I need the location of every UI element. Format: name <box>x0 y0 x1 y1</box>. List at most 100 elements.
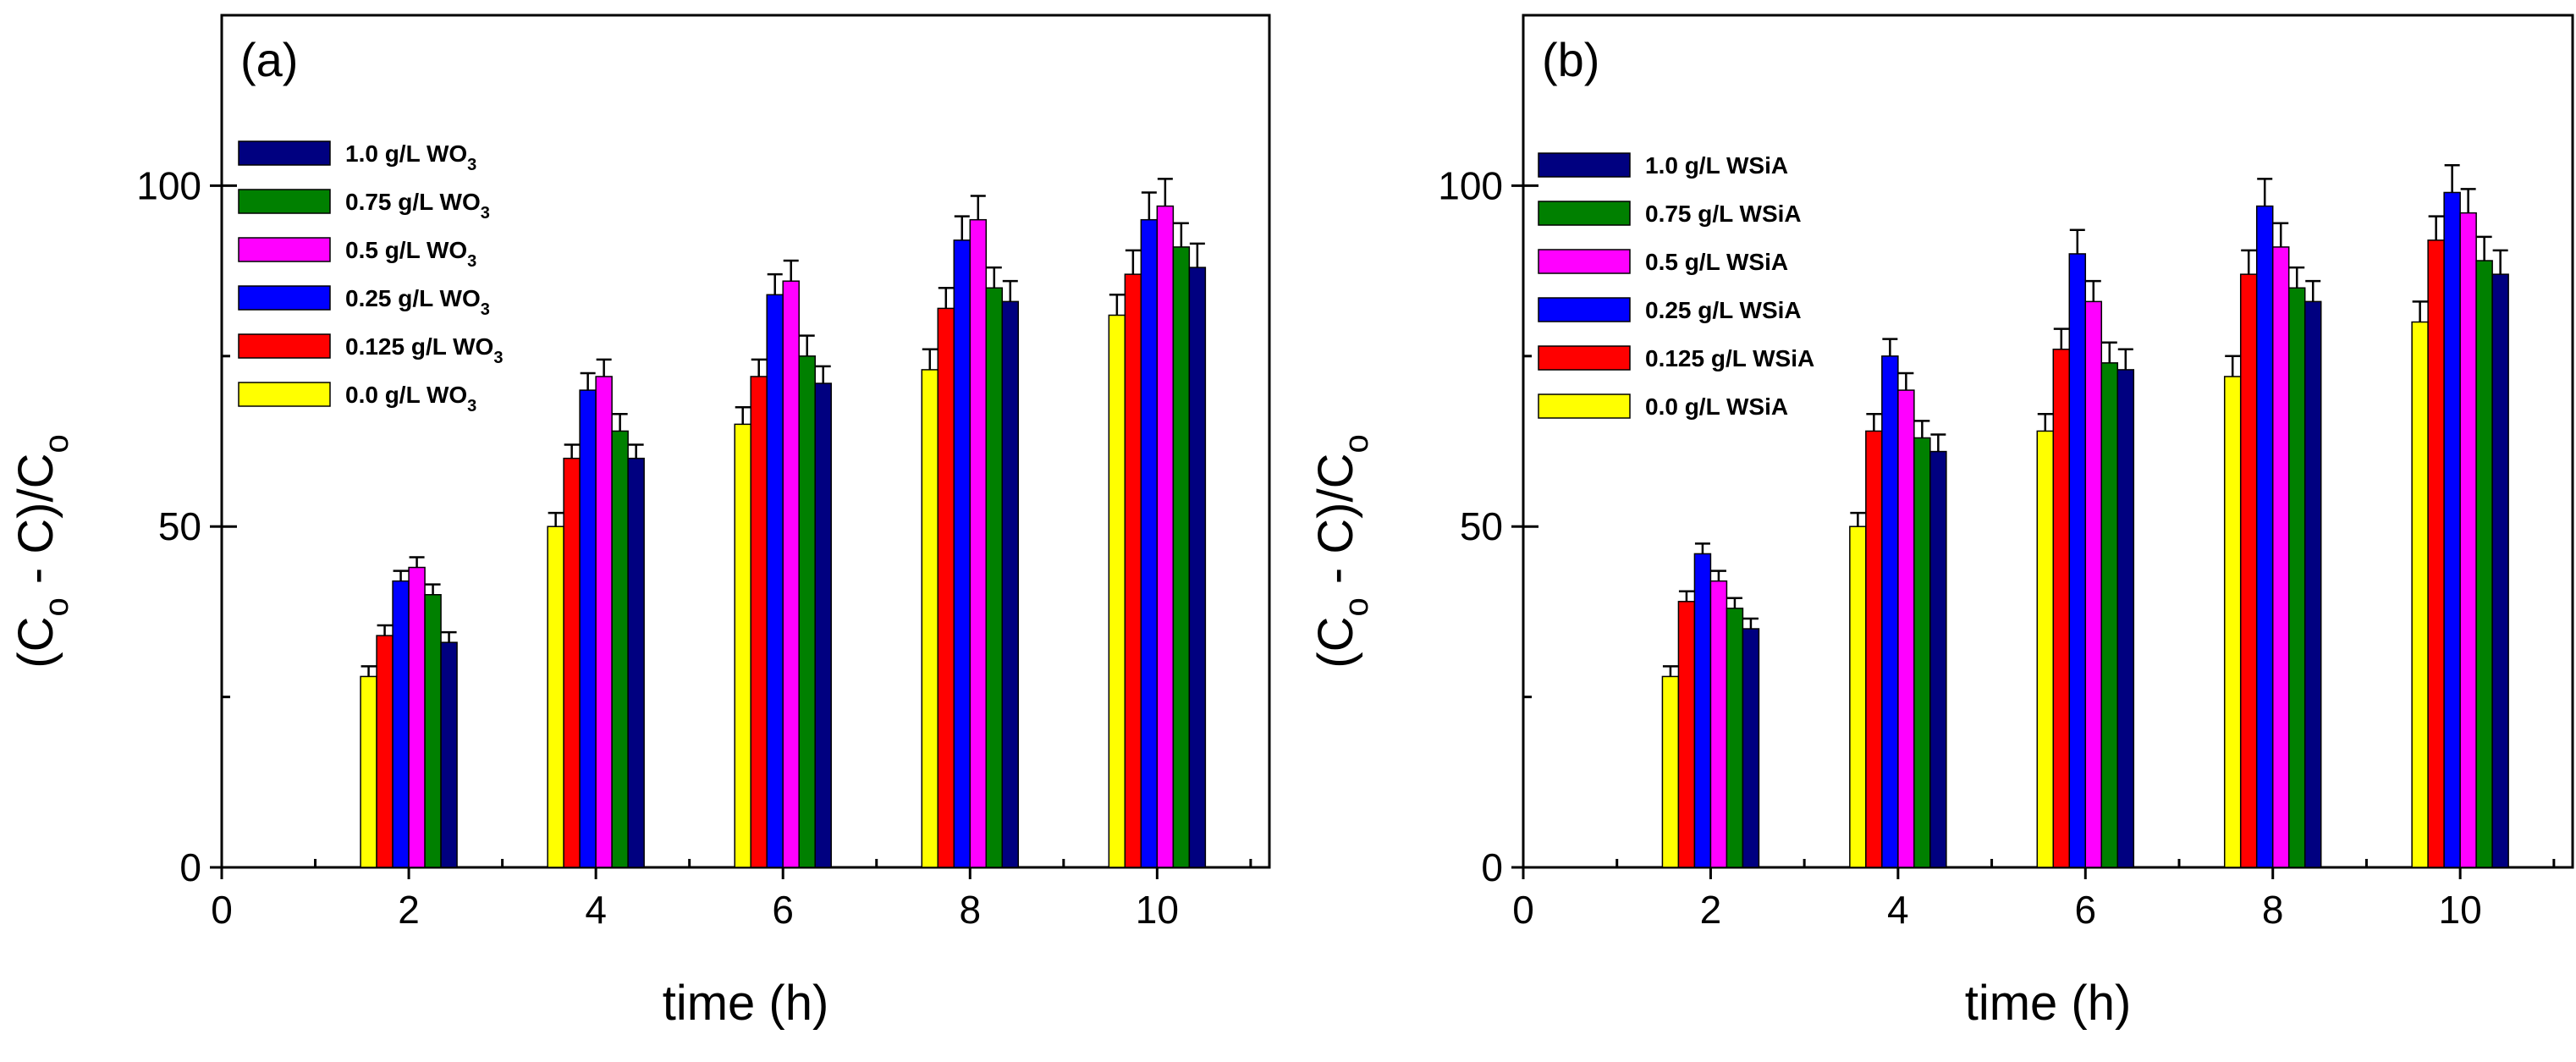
bar <box>595 376 613 868</box>
y-axis-title-part: (C <box>1308 617 1363 669</box>
bar <box>1742 628 1760 868</box>
legend-label: 0.125 g/L WO3 <box>345 333 503 367</box>
legend-label: 0.5 g/L WO3 <box>345 237 476 271</box>
legend-label-sub: 3 <box>467 397 476 415</box>
bar <box>1001 300 1020 868</box>
bar <box>2223 376 2242 868</box>
bar <box>2411 321 2429 868</box>
legend-label: 0.25 g/L WSiA <box>1645 297 1802 323</box>
legend-label-text: 1.0 g/L WSiA <box>1645 152 1788 179</box>
bar <box>782 280 800 868</box>
legend-swatch <box>1538 345 1631 371</box>
bar <box>2271 246 2290 868</box>
legend-label-sub: 3 <box>467 252 476 271</box>
bar <box>376 635 394 868</box>
x-tick-label: 10 <box>1136 888 1179 932</box>
y-axis-title: (Co - C)/Co <box>8 434 75 668</box>
legend-label-sub: 3 <box>493 349 503 367</box>
x-tick-label: 4 <box>1887 888 1909 932</box>
bar <box>360 675 377 868</box>
bar <box>424 594 442 868</box>
legend-label-text: 1.0 g/L WO <box>345 140 467 167</box>
legend-label-text: 0.5 g/L WSiA <box>1645 249 1788 275</box>
legend-swatch <box>238 285 331 311</box>
legend-label-text: 0.5 g/L WO <box>345 237 467 263</box>
bar <box>2239 273 2258 868</box>
y-axis-title-part: (C <box>8 617 63 669</box>
bar <box>1124 273 1142 868</box>
bar <box>392 580 410 868</box>
bar <box>2116 369 2135 868</box>
legend-label: 0.0 g/L WSiA <box>1645 393 1788 420</box>
panel-label: (b) <box>1542 33 1599 86</box>
bar <box>969 218 988 868</box>
y-axis-title-sub: o <box>38 597 75 616</box>
bar <box>814 382 832 868</box>
legend-label: 1.0 g/L WO3 <box>345 140 476 174</box>
x-tick-label: 10 <box>2439 888 2482 932</box>
x-axis-title: time (h) <box>663 976 829 1031</box>
bar <box>2304 300 2322 868</box>
bar <box>2491 273 2509 868</box>
legend-label-text: 0.125 g/L WO <box>345 333 493 360</box>
bar <box>1726 608 1744 868</box>
bar <box>921 369 939 868</box>
y-tick-label: 50 <box>158 504 201 548</box>
legend-label: 0.75 g/L WO3 <box>345 189 490 223</box>
legend-swatch <box>1538 249 1631 274</box>
legend-label-sub: 3 <box>481 204 490 223</box>
bar <box>611 430 629 868</box>
legend-label-text: 0.0 g/L WSiA <box>1645 393 1788 420</box>
y-tick-label: 50 <box>1460 504 1503 548</box>
x-tick-label: 2 <box>398 888 420 932</box>
bar <box>985 287 1004 868</box>
x-tick-label: 0 <box>211 888 233 932</box>
bar <box>2068 253 2087 868</box>
legend-label-text: 0.25 g/L WSiA <box>1645 297 1802 323</box>
bar <box>627 457 645 868</box>
legend-label: 0.0 g/L WO3 <box>345 382 476 415</box>
legend-swatch <box>238 382 331 407</box>
legend-swatch <box>238 237 331 262</box>
bar <box>2052 348 2071 868</box>
x-tick-label: 8 <box>959 888 981 932</box>
legend-swatch <box>1538 393 1631 419</box>
y-tick-label: 0 <box>1481 845 1503 889</box>
bar <box>2255 205 2274 868</box>
legend-label: 0.125 g/L WSiA <box>1645 345 1814 371</box>
bar <box>408 566 426 868</box>
bar <box>2443 191 2461 868</box>
x-tick-label: 6 <box>2074 888 2096 932</box>
legend-label: 0.5 g/L WSiA <box>1645 249 1788 275</box>
bar <box>1913 437 1931 868</box>
legend-swatch <box>238 333 331 359</box>
bar <box>937 307 955 868</box>
bar <box>1865 430 1883 868</box>
bar <box>1172 246 1191 868</box>
bar <box>1849 525 1867 868</box>
bar <box>2287 287 2306 868</box>
bar <box>1677 601 1696 868</box>
legend-swatch <box>1538 297 1631 322</box>
legend-swatch <box>1538 152 1631 178</box>
x-tick-label: 0 <box>1512 888 1534 932</box>
y-axis-title-part: - C)/C <box>1308 454 1363 598</box>
bar <box>798 355 816 868</box>
legend-label-text: 0.0 g/L WO <box>345 382 467 408</box>
legend-label-sub: 3 <box>481 300 490 319</box>
y-axis-title-part: - C)/C <box>8 454 63 598</box>
bar <box>766 294 784 868</box>
y-axis-title-sub: o <box>1338 434 1375 453</box>
bar <box>1929 450 1947 868</box>
bar <box>1709 580 1728 868</box>
bar <box>1661 675 1680 868</box>
legend-swatch <box>1538 201 1631 226</box>
x-axis-title: time (h) <box>1965 976 2132 1031</box>
bar <box>563 457 581 868</box>
bar <box>2084 300 2103 868</box>
y-axis-title-sub: o <box>38 434 75 453</box>
legend-swatch <box>238 140 331 166</box>
y-tick-label: 100 <box>136 163 201 207</box>
